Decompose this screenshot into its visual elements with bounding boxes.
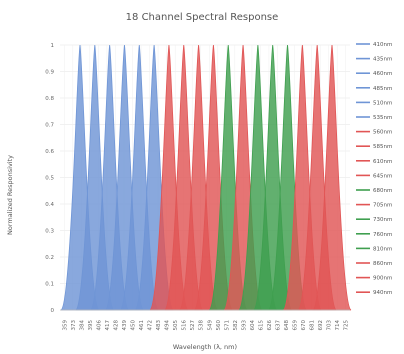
x-tick-label: 571	[224, 320, 230, 331]
legend-label: 435nm	[373, 57, 392, 63]
legend-label: 810nm	[373, 246, 392, 252]
legend-label: 645nm	[373, 173, 392, 179]
y-tick-label: 0.7	[45, 123, 54, 129]
x-tick-label: 560	[216, 320, 222, 331]
y-tick-label: 0.1	[45, 282, 54, 288]
legend: 410nm 435nm 460nm 485nm 510nm 535nm 560nm 585nm…	[356, 42, 392, 296]
legend-label: 510nm	[373, 100, 392, 106]
x-tick-label: 359	[62, 320, 68, 331]
x-tick-label: 648	[284, 320, 290, 331]
legend-label: 705nm	[373, 203, 392, 209]
x-tick-label: 626	[267, 320, 273, 331]
legend-label: 760nm	[373, 232, 392, 238]
y-tick-label: 0.6	[45, 149, 54, 155]
curve-940nm	[312, 44, 352, 311]
legend-label: 680nm	[373, 188, 392, 194]
x-tick-label: 659	[293, 320, 299, 331]
x-tick-label: 472	[148, 320, 154, 331]
x-tick-label: 395	[88, 320, 94, 331]
y-tick-label: 0.4	[45, 202, 54, 208]
x-tick-label: 384	[79, 320, 85, 331]
x-tick-label: 505	[173, 320, 179, 331]
legend-label: 560nm	[373, 130, 392, 136]
x-tick-label: 703	[327, 320, 333, 331]
x-tick-label: 681	[310, 320, 316, 331]
x-tick-label: 483	[156, 320, 162, 331]
y-tick-label: 0.8	[45, 96, 54, 102]
x-tick-label: 450	[131, 320, 137, 331]
x-tick-label: 439	[122, 320, 128, 331]
x-tick-label: 604	[250, 320, 256, 331]
legend-label: 730nm	[373, 217, 392, 223]
legend-label: 410nm	[373, 42, 392, 48]
legend-label: 860nm	[373, 261, 392, 267]
x-tick-label: 417	[105, 320, 111, 331]
x-tick-label: 461	[139, 320, 145, 331]
x-tick-label: 725	[344, 320, 350, 331]
legend-label: 485nm	[373, 86, 392, 92]
legend-label: 900nm	[373, 276, 392, 282]
x-tick-label: 494	[165, 320, 171, 331]
spectral-curves	[60, 44, 352, 311]
legend-label: 535nm	[373, 115, 392, 121]
x-axis-label: Wavelength (λ, nm)	[173, 343, 237, 351]
x-tick-label: 516	[182, 320, 188, 331]
y-tick-label: 0.3	[45, 229, 54, 235]
axes: 0 0.1 0.2 0.3 0.4 0.5 0.6 0.7 0.8 0.9 1 359 373 384 39…	[45, 43, 350, 331]
legend-label: 585nm	[373, 144, 392, 150]
x-tick-label: 714	[335, 320, 341, 331]
chart-title: 18 Channel Spectral Response	[126, 12, 279, 23]
y-tick-label: 0.5	[45, 176, 54, 182]
legend-label: 940nm	[373, 290, 392, 296]
x-tick-label: 692	[318, 320, 324, 331]
legend-label: 460nm	[373, 71, 392, 77]
x-tick-label: 593	[241, 320, 247, 331]
legend-label: 610nm	[373, 159, 392, 165]
y-tick-label: 1	[51, 43, 55, 49]
x-tick-label: 538	[199, 320, 205, 331]
x-tick-label: 549	[207, 320, 213, 331]
y-axis-label: Normalized Responsivity	[6, 155, 14, 235]
x-tick-label: 582	[233, 320, 239, 331]
x-tick-label: 615	[258, 320, 264, 331]
x-tick-label: 373	[71, 320, 77, 331]
x-tick-label: 428	[113, 320, 119, 331]
y-tick-label: 0	[51, 308, 55, 314]
y-tick-label: 0.2	[45, 255, 54, 261]
x-tick-label: 637	[276, 320, 282, 331]
x-tick-label: 670	[301, 320, 307, 331]
x-tick-label: 527	[190, 320, 196, 331]
y-tick-label: 0.9	[45, 70, 54, 76]
x-tick-label: 406	[96, 320, 102, 331]
